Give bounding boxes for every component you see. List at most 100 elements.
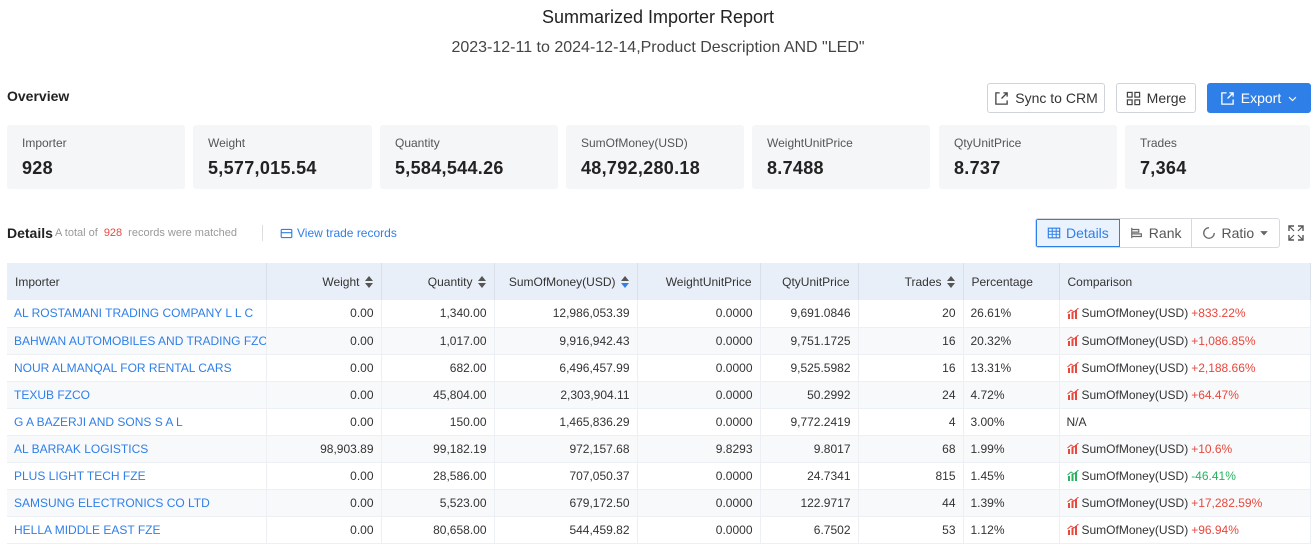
comparison-metric: SumOfMoney(USD) bbox=[1081, 306, 1189, 321]
importer-link[interactable]: PLUS LIGHT TECH FZE bbox=[7, 462, 267, 490]
caret-down-icon bbox=[1260, 231, 1268, 236]
percentage-cell: 1.99% bbox=[963, 435, 1060, 463]
comparison-metric: SumOfMoney(USD) bbox=[1081, 468, 1189, 483]
merge-icon bbox=[1126, 91, 1140, 105]
percentage-cell: 1.12% bbox=[963, 516, 1060, 544]
header-importer[interactable]: Importer bbox=[7, 263, 267, 300]
weight-unit-price-cell: 0.0000 bbox=[637, 381, 761, 409]
stat-label: Trades bbox=[1140, 136, 1177, 150]
trades-cell: 4 bbox=[858, 408, 964, 436]
trend-chart-icon bbox=[1066, 389, 1079, 400]
stat-value: 5,584,544.26 bbox=[395, 158, 504, 178]
table-row[interactable]: TEXUB FZCO 0.00 45,804.00 2,303,904.11 0.000… bbox=[7, 381, 1311, 409]
header-quantity[interactable]: Quantity bbox=[381, 263, 495, 300]
trades-cell: 44 bbox=[858, 489, 964, 517]
importer-link[interactable]: SAMSUNG ELECTRONICS CO LTD bbox=[7, 489, 267, 517]
stat-label: Quantity bbox=[395, 136, 440, 150]
records-suffix: records were matched bbox=[128, 227, 237, 239]
quantity-cell: 5,523.00 bbox=[381, 489, 495, 517]
weight-cell: 0.00 bbox=[266, 489, 382, 517]
details-heading: Details bbox=[7, 225, 53, 241]
comparison-change: +17,282.59% bbox=[1191, 495, 1263, 510]
importer-link[interactable]: NOUR ALMANQAL FOR RENTAL CARS bbox=[7, 354, 267, 382]
trades-cell: 24 bbox=[858, 381, 964, 409]
comparison-cell: SumOfMoney(USD) +10.6% bbox=[1059, 435, 1311, 463]
sum-of-money-cell: 2,303,904.11 bbox=[494, 381, 638, 409]
comparison-metric: SumOfMoney(USD) bbox=[1081, 387, 1189, 402]
fullscreen-icon[interactable] bbox=[1288, 225, 1304, 241]
trades-cell: 68 bbox=[858, 435, 964, 463]
table-row[interactable]: BAHWAN AUTOMOBILES AND TRADING FZCO 0.00 1… bbox=[7, 327, 1311, 355]
comparison-metric: SumOfMoney(USD) bbox=[1081, 495, 1189, 510]
ratio-icon bbox=[1203, 227, 1216, 239]
comparison-cell: SumOfMoney(USD) +17,282.59% bbox=[1059, 489, 1311, 517]
table-row[interactable]: SAMSUNG ELECTRONICS CO LTD 0.00 5,523.00 67… bbox=[7, 489, 1311, 517]
quantity-cell: 150.00 bbox=[381, 408, 495, 436]
rank-view-label: Rank bbox=[1148, 225, 1182, 241]
sum-of-money-cell: 544,459.82 bbox=[494, 516, 638, 544]
comparison-metric: SumOfMoney(USD) bbox=[1081, 333, 1189, 348]
details-view-tab[interactable]: Details bbox=[1036, 219, 1120, 247]
header-sum-label: SumOfMoney(USD) bbox=[508, 274, 616, 289]
importer-link[interactable]: AL BARRAK LOGISTICS bbox=[7, 435, 267, 463]
comparison-cell: SumOfMoney(USD) +1,086.85% bbox=[1059, 327, 1311, 355]
quantity-cell: 99,182.19 bbox=[381, 435, 495, 463]
rank-view-tab[interactable]: Rank bbox=[1120, 219, 1193, 247]
table-row[interactable]: HELLA MIDDLE EAST FZE 0.00 80,658.00 544,45… bbox=[7, 516, 1311, 544]
header-trades[interactable]: Trades bbox=[858, 263, 964, 300]
comparison-cell: N/A bbox=[1059, 408, 1311, 436]
quantity-cell: 682.00 bbox=[381, 354, 495, 382]
stat-value: 5,577,015.54 bbox=[208, 158, 317, 178]
weight-unit-price-cell: 0.0000 bbox=[637, 354, 761, 382]
comparison-metric: SumOfMoney(USD) bbox=[1081, 441, 1189, 456]
view-trade-records-link[interactable]: View trade records bbox=[280, 226, 397, 240]
header-weight[interactable]: Weight bbox=[266, 263, 382, 300]
sort-icon bbox=[364, 276, 373, 289]
quantity-cell: 80,658.00 bbox=[381, 516, 495, 544]
header-qty-unit-price[interactable]: QtyUnitPrice bbox=[760, 263, 859, 300]
ratio-view-tab[interactable]: Ratio bbox=[1192, 219, 1279, 247]
sort-active-icon bbox=[620, 276, 629, 289]
header-sum-of-money[interactable]: SumOfMoney(USD) bbox=[494, 263, 638, 300]
sum-of-money-cell: 9,916,942.43 bbox=[494, 327, 638, 355]
trades-cell: 20 bbox=[858, 300, 964, 328]
importer-link[interactable]: G A BAZERJI AND SONS S A L bbox=[7, 408, 267, 436]
sum-of-money-cell: 972,157.68 bbox=[494, 435, 638, 463]
stat-value: 928 bbox=[22, 158, 53, 178]
weight-cell: 98,903.89 bbox=[266, 435, 382, 463]
table-row[interactable]: AL BARRAK LOGISTICS 98,903.89 99,182.19 972… bbox=[7, 435, 1311, 463]
header-weight-unit-price[interactable]: WeightUnitPrice bbox=[637, 263, 761, 300]
stat-value: 7,364 bbox=[1140, 158, 1187, 178]
importer-link[interactable]: AL ROSTAMANI TRADING COMPANY L L C bbox=[7, 300, 267, 328]
comparison-metric: SumOfMoney(USD) bbox=[1081, 360, 1189, 375]
comparison-change: +10.6% bbox=[1191, 441, 1233, 456]
trades-cell: 815 bbox=[858, 462, 964, 490]
weight-cell: 0.00 bbox=[266, 408, 382, 436]
table-row[interactable]: G A BAZERJI AND SONS S A L 0.00 150.00 1,46… bbox=[7, 408, 1311, 436]
merge-button[interactable]: Merge bbox=[1116, 83, 1196, 113]
importer-link[interactable]: BAHWAN AUTOMOBILES AND TRADING FZCO bbox=[7, 327, 267, 355]
comparison-metric: SumOfMoney(USD) bbox=[1081, 522, 1189, 537]
comparison-na: N/A bbox=[1066, 414, 1087, 429]
header-quantity-label: Quantity bbox=[427, 274, 473, 289]
export-label: Export bbox=[1240, 90, 1282, 106]
sync-to-crm-button[interactable]: Sync to CRM bbox=[987, 83, 1105, 113]
view-trade-records-label: View trade records bbox=[297, 226, 397, 240]
export-button[interactable]: Export bbox=[1207, 83, 1311, 113]
qty-unit-price-cell: 6.7502 bbox=[760, 516, 859, 544]
comparison-change: +96.94% bbox=[1191, 522, 1239, 537]
stat-label: Importer bbox=[22, 136, 67, 150]
weight-unit-price-cell: 9.8293 bbox=[637, 435, 761, 463]
divider bbox=[262, 225, 263, 241]
records-icon bbox=[280, 228, 293, 238]
table-row[interactable]: AL ROSTAMANI TRADING COMPANY L L C 0.00 1,… bbox=[7, 300, 1311, 328]
comparison-cell: SumOfMoney(USD) +64.47% bbox=[1059, 381, 1311, 409]
table-row[interactable]: PLUS LIGHT TECH FZE 0.00 28,586.00 707,050.… bbox=[7, 462, 1311, 490]
view-switcher: Details Rank Ratio bbox=[1035, 218, 1281, 248]
records-matched-text: A total of 928 records were matched bbox=[55, 227, 237, 239]
trend-chart-icon bbox=[1066, 335, 1079, 346]
table-row[interactable]: NOUR ALMANQAL FOR RENTAL CARS 0.00 682.00 6… bbox=[7, 354, 1311, 382]
importer-link[interactable]: HELLA MIDDLE EAST FZE bbox=[7, 516, 267, 544]
importer-link[interactable]: TEXUB FZCO bbox=[7, 381, 267, 409]
table-icon bbox=[1047, 227, 1061, 239]
